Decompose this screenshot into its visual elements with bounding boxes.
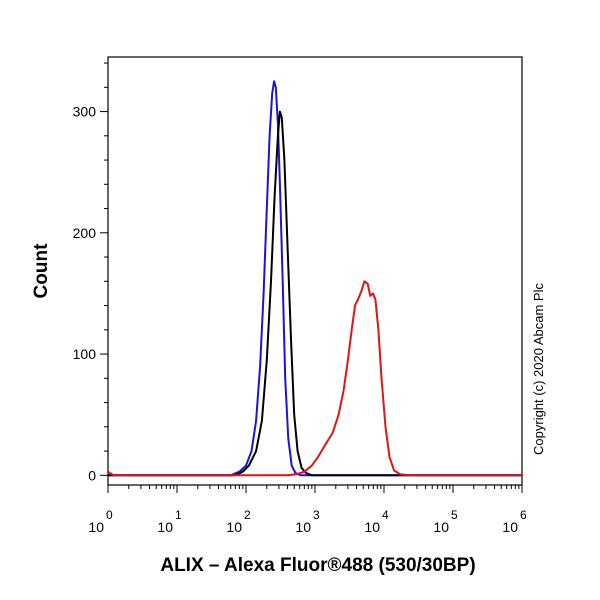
y-axis-tick-labels: 0 100 200 300 [73, 104, 97, 484]
x-tick-label-exponent: 4 [382, 508, 389, 522]
x-tick-label: 10 [364, 519, 380, 535]
y-axis-ticks [100, 62, 108, 476]
x-tick-label-exponent: 5 [451, 508, 458, 522]
x-tick-label-exponent: 0 [106, 508, 113, 522]
x-tick-label: 10 [502, 519, 518, 535]
x-tick-label-exponent: 2 [244, 508, 251, 522]
histogram-series-3 [107, 280, 523, 477]
x-tick-label: 10 [88, 519, 104, 535]
x-tick-label-exponent: 3 [313, 508, 320, 522]
series-layer [107, 80, 523, 477]
y-tick-label: 100 [73, 346, 97, 362]
x-axis-title: ALIX – Alexa Fluor®488 (530/30BP) [160, 555, 475, 576]
x-tick-label-exponent: 6 [520, 508, 527, 522]
histogram-series-1 [107, 80, 523, 477]
x-tick-label: 10 [433, 519, 449, 535]
x-axis-ticks [107, 485, 523, 493]
histogram-series-2 [107, 110, 523, 477]
x-tick-label: 10 [226, 519, 242, 535]
x-tick-label: 10 [157, 519, 173, 535]
y-tick-label: 200 [73, 225, 97, 241]
y-tick-label: 0 [88, 467, 96, 483]
plot-frame [107, 56, 523, 486]
x-tick-label: 10 [295, 519, 311, 535]
x-tick-label-exponent: 1 [175, 508, 182, 522]
y-axis-title: Count [31, 243, 52, 299]
copyright-note: Copyright (c) 2020 Abcam Plc [531, 283, 546, 455]
y-tick-label: 300 [73, 104, 97, 120]
